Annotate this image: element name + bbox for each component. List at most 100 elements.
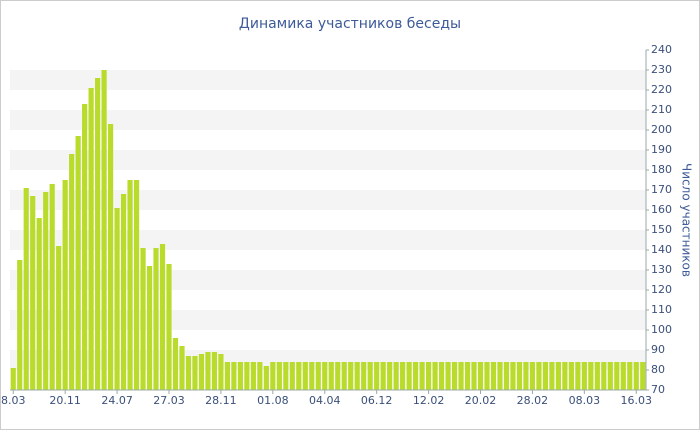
bar — [581, 362, 587, 390]
bar — [497, 362, 503, 390]
bar — [114, 208, 120, 390]
chart-title: Динамика участников беседы — [239, 16, 461, 32]
y-tick-label: 160 — [651, 203, 672, 216]
bar — [127, 180, 133, 390]
bar — [185, 356, 192, 390]
bar — [218, 354, 224, 390]
grid-band — [10, 190, 646, 210]
bar — [82, 104, 88, 390]
grid-band — [10, 70, 646, 90]
bar — [62, 180, 68, 390]
x-tick-label: 28.02 — [517, 394, 549, 407]
bar — [568, 362, 574, 390]
grid-band — [10, 150, 646, 170]
y-tick-label: 170 — [651, 183, 672, 196]
bar — [413, 362, 419, 390]
x-tick-label: 08.03 — [569, 394, 601, 407]
bar — [393, 362, 399, 390]
bar — [315, 362, 321, 390]
bar — [575, 362, 581, 390]
bar — [224, 362, 231, 390]
bar — [562, 362, 568, 390]
bar — [276, 362, 282, 390]
bar — [250, 362, 256, 390]
bar — [153, 248, 159, 390]
bar — [211, 352, 218, 390]
bar — [43, 192, 49, 390]
bar — [101, 70, 107, 390]
bar — [549, 362, 555, 390]
bar — [627, 362, 633, 390]
y-tick-label: 190 — [651, 143, 672, 156]
x-tick-label: 27.03 — [153, 394, 185, 407]
bar — [523, 362, 529, 390]
bar — [419, 362, 425, 390]
bar — [451, 362, 458, 390]
bar — [179, 346, 185, 390]
bar — [555, 362, 561, 390]
x-tick-label: 28.11 — [205, 394, 237, 407]
bar — [140, 248, 146, 390]
bar — [296, 362, 302, 390]
bar — [354, 362, 360, 390]
x-tick-label: 20.02 — [465, 394, 497, 407]
bar — [159, 244, 166, 390]
bar — [614, 362, 620, 390]
bar — [438, 362, 445, 390]
y-tick-label: 130 — [651, 263, 672, 276]
bar — [601, 362, 607, 390]
bar — [594, 362, 600, 390]
grid-band — [10, 230, 646, 250]
bar — [425, 362, 432, 390]
bar — [542, 362, 549, 390]
bar — [464, 362, 471, 390]
bar — [88, 88, 94, 390]
bar — [387, 362, 393, 390]
bar — [231, 362, 237, 390]
bar — [172, 338, 179, 390]
bar — [458, 362, 464, 390]
bar — [289, 362, 295, 390]
bar — [192, 356, 198, 390]
bar — [309, 362, 315, 390]
bar — [263, 366, 269, 390]
grid-band — [10, 110, 646, 130]
x-tick-label: 8.03 — [1, 394, 26, 407]
bar — [588, 362, 594, 390]
bar — [503, 362, 510, 390]
bar — [36, 218, 42, 390]
bar — [400, 362, 406, 390]
bar — [471, 362, 477, 390]
y-tick-label: 220 — [651, 83, 672, 96]
bar — [361, 362, 367, 390]
bar — [198, 354, 205, 390]
bar — [205, 352, 211, 390]
bar — [133, 180, 140, 390]
y-tick-label: 200 — [651, 123, 672, 136]
y-tick-label: 110 — [651, 303, 672, 316]
y-tick-label: 90 — [651, 343, 665, 356]
bar — [374, 362, 380, 390]
bar — [120, 194, 127, 390]
x-tick-label: 04.04 — [309, 394, 341, 407]
x-tick-label: 12.02 — [413, 394, 445, 407]
y-tick-label: 150 — [651, 223, 672, 236]
y-tick-label: 240 — [651, 43, 672, 56]
y-tick-label: 180 — [651, 163, 672, 176]
bar — [270, 362, 276, 390]
x-tick-label: 01.08 — [257, 394, 289, 407]
bar — [257, 362, 263, 390]
bar — [302, 362, 308, 390]
bar — [510, 362, 516, 390]
y-tick-label: 210 — [651, 103, 672, 116]
bar — [30, 196, 36, 390]
bar — [516, 362, 523, 390]
bar — [237, 362, 243, 390]
bar — [620, 362, 626, 390]
bar — [10, 368, 16, 390]
bar — [244, 362, 250, 390]
bar — [23, 188, 29, 390]
bar — [607, 362, 613, 390]
x-tick-label: 20.11 — [49, 394, 81, 407]
